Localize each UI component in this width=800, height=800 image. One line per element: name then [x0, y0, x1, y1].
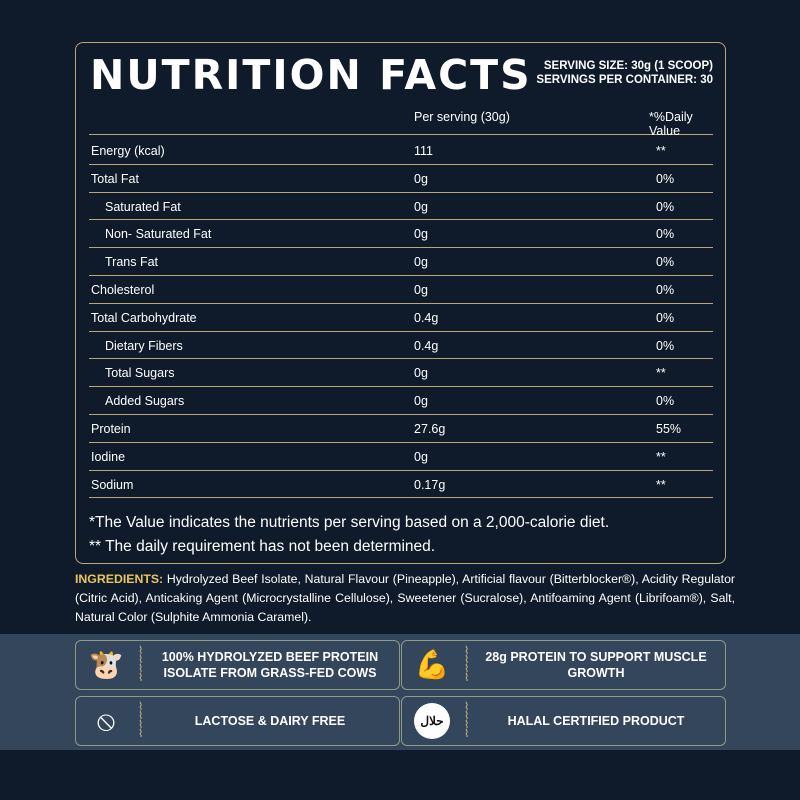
table-row: Total Carbohydrate 0.4g 0% [89, 304, 713, 332]
footnote: *The Value indicates the nutrients per s… [89, 514, 610, 531]
nutrient-name: Sodium [91, 477, 134, 492]
nutrient-name: Cholesterol [91, 282, 155, 297]
nutrient-daily-value: 0% [656, 227, 675, 242]
wave-divider: ⌇ ⌇ ⌇ ⌇ [464, 701, 470, 740]
nutrient-daily-value: ** [656, 144, 666, 158]
table-row: Cholesterol 0g 0% [89, 276, 713, 304]
table-row: Sodium 0.17g ** [89, 471, 713, 499]
feature-text: HALAL CERTIFIED PRODUCT [507, 714, 685, 728]
nutrient-name: Saturated Fat [105, 199, 181, 214]
nutrient-amount: 0.4g [414, 338, 439, 353]
nutrient-name: Added Sugars [105, 394, 185, 409]
wave-divider: ⌇ ⌇ ⌇ ⌇ [464, 645, 470, 684]
nutrient-name: Total Sugars [105, 366, 175, 381]
daily-value-header: *%Daily Value [649, 110, 693, 138]
feature-text: 28g PROTEIN TO SUPPORT MUSCLE GROWTH [485, 650, 707, 680]
nutrient-amount: 0g [414, 171, 428, 186]
nutrient-daily-value: 0% [656, 310, 675, 325]
table-row: Saturated Fat 0g 0% [89, 193, 713, 221]
nutrient-amount: 111 [414, 144, 434, 158]
footnotes: *The Value indicates the nutrients per s… [89, 511, 609, 559]
table-row: Energy (kcal) 111 ** [89, 137, 713, 165]
nutrient-name: Total Carbohydrate [91, 310, 197, 325]
nutrient-daily-value: ** [656, 449, 666, 464]
table-row: Protein 27.6g 55% [89, 415, 713, 443]
table-row: Total Fat 0g 0% [89, 165, 713, 193]
feature-card: 💪 ⌇ ⌇ ⌇ ⌇ 28g PROTEIN TO SUPPORT MUSCLE GROWT… [401, 640, 726, 690]
footnote: ** The daily requirement has not been de… [89, 538, 436, 555]
nutrient-amount: 0g [414, 255, 428, 270]
nutrient-daily-value: 55% [656, 421, 682, 436]
title: NUTRITION FACTS [90, 51, 532, 99]
nutrient-amount: 0g [414, 227, 428, 242]
serving-size: SERVING SIZE: 30g (1 SCOOP) [543, 60, 713, 72]
muscle-arm-icon: 💪 [414, 649, 450, 680]
wave-divider: ⌇ ⌇ ⌇ ⌇ [138, 645, 144, 684]
nutrient-amount: 0g [414, 366, 428, 381]
feature-card: حلال ⌇ ⌇ ⌇ ⌇ HALAL CERTIFIED PRODUCT [401, 696, 726, 746]
table-header: Per serving (30g) *%Daily Value [89, 105, 713, 138]
nutrient-amount: 0.4g [414, 310, 439, 325]
nutrition-facts-panel: NUTRITION FACTS SERVING SIZE: 30g (1 SCO… [75, 42, 726, 564]
nutrient-daily-value: 0% [656, 338, 675, 353]
nutrient-daily-value: ** [656, 477, 666, 492]
nutrient-name: Trans Fat [105, 255, 159, 270]
table-row: Added Sugars 0g 0% [89, 387, 713, 415]
table-row: Non- Saturated Fat 0g 0% [89, 220, 713, 249]
nutrient-name: Energy (kcal) [91, 144, 165, 158]
nutrient-daily-value: 0% [656, 394, 675, 409]
nutrient-daily-value: 0% [656, 255, 675, 270]
feature-card: ⦸ ⌇ ⌇ ⌇ ⌇ LACTOSE & DAIRY FREE [75, 696, 400, 746]
per-serving-header: Per serving (30g) [414, 110, 510, 124]
feature-card: 🐮 ⌇ ⌇ ⌇ ⌇ 100% HYDROLYZED BEEF PROTEIN ISOLAT… [75, 640, 400, 690]
table-row: Iodine 0g ** [89, 443, 713, 471]
nutrient-amount: 0g [414, 282, 428, 297]
ingredients-text: Hydrolyzed Beef Isolate, Natural Flavour… [75, 572, 735, 624]
wave-divider: ⌇ ⌇ ⌇ ⌇ [138, 701, 144, 740]
table-row: Total Sugars 0g ** [89, 359, 713, 388]
feature-text: LACTOSE & DAIRY FREE [194, 714, 346, 728]
ingredients: INGREDIENTS: Hydrolyzed Beef Isolate, Na… [75, 570, 735, 627]
nutrient-table: Energy (kcal) 111 ** Total Fat 0g 0% Saturated… [89, 137, 713, 499]
features-band [0, 634, 800, 750]
servings-per-container: SERVINGS PER CONTAINER: 30 [536, 74, 713, 86]
cow-icon: 🐮 [88, 649, 124, 680]
table-row: Trans Fat 0g 0% [89, 248, 713, 276]
nutrient-name: Iodine [91, 449, 126, 464]
nutrient-name: Non- Saturated Fat [105, 227, 212, 242]
ingredients-label: INGREDIENTS: [75, 572, 164, 586]
table-row: Dietary Fibers 0.4g 0% [89, 332, 713, 360]
nutrient-daily-value: 0% [656, 282, 675, 297]
nutrient-amount: 0.17g [414, 477, 446, 492]
nutrient-amount: 0g [414, 199, 428, 214]
nutrient-amount: 27.6g [414, 421, 446, 436]
serving-info: SERVING SIZE: 30g (1 SCOOP) SERVINGS PER… [536, 59, 713, 87]
nutrient-daily-value: ** [656, 366, 666, 381]
nutrient-daily-value: 0% [656, 171, 675, 186]
nutrient-name: Total Fat [91, 171, 139, 186]
no-milk-icon: ⦸ [96, 705, 116, 736]
nutrient-name: Protein [91, 421, 131, 436]
nutrient-amount: 0g [414, 449, 428, 464]
feature-text: 100% HYDROLYZED BEEF PROTEIN ISOLATE FRO… [161, 650, 379, 680]
nutrient-amount: 0g [414, 394, 428, 409]
nutrient-daily-value: 0% [656, 199, 675, 214]
nutrient-name: Dietary Fibers [105, 338, 183, 353]
halal-icon: حلال [414, 703, 450, 739]
